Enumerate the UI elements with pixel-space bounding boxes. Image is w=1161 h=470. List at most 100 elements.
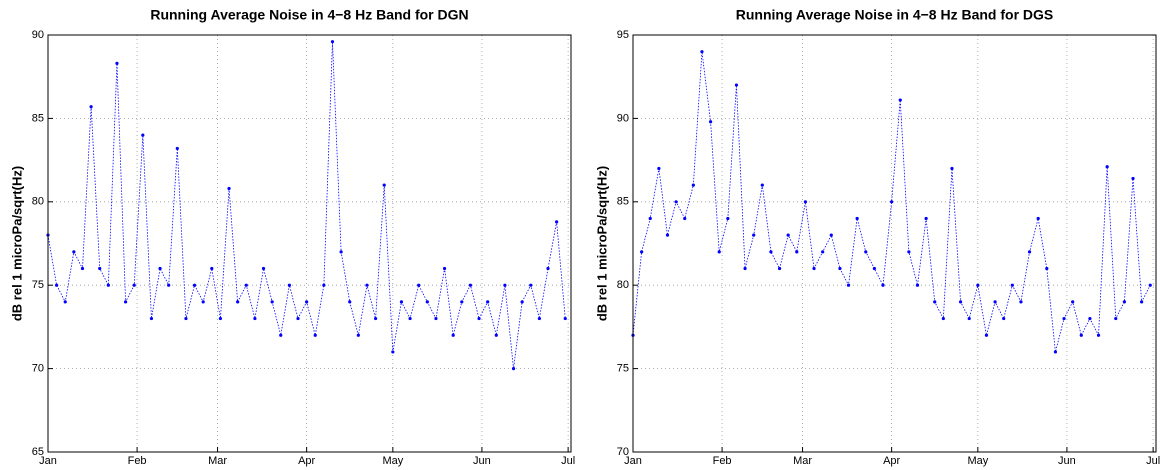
- x-tick-label: Mar: [793, 455, 812, 467]
- data-point: [984, 333, 989, 337]
- data-point: [330, 40, 335, 44]
- data-point: [1045, 266, 1049, 271]
- x-tick-label: Apr: [298, 455, 315, 467]
- data-point: [829, 233, 833, 237]
- data-point: [812, 266, 816, 271]
- y-tick-label: 70: [617, 446, 629, 458]
- data-point: [365, 283, 369, 287]
- data-point: [665, 233, 670, 237]
- data-point: [1096, 333, 1101, 337]
- data-point: [760, 183, 764, 187]
- data-point: [976, 283, 980, 287]
- data-point: [348, 300, 352, 304]
- data-point: [743, 266, 747, 271]
- data-point: [417, 283, 421, 287]
- x-tick-label: Jul: [561, 455, 575, 467]
- x-tick-label: Mar: [208, 455, 227, 467]
- data-point: [236, 300, 240, 304]
- data-point: [279, 333, 283, 337]
- y-axis-label: dB rel 1 microPa/sqrt(Hz): [9, 166, 24, 321]
- data-point: [708, 120, 713, 124]
- data-point: [717, 250, 721, 254]
- data-point: [434, 316, 438, 321]
- data-point: [1010, 283, 1014, 287]
- data-point: [175, 146, 179, 151]
- data-point: [1019, 300, 1023, 304]
- data-point: [821, 250, 825, 254]
- data-point: [305, 300, 309, 304]
- data-point: [657, 166, 661, 171]
- data-point: [726, 216, 730, 221]
- x-tick-label: Apr: [883, 455, 900, 467]
- data-point: [1105, 165, 1109, 169]
- data-point: [115, 61, 119, 65]
- data-point: [640, 250, 644, 254]
- data-point: [80, 266, 85, 271]
- data-point: [244, 283, 248, 287]
- data-point: [63, 300, 67, 304]
- data-point: [1062, 316, 1066, 321]
- data-point: [460, 300, 464, 304]
- data-point: [1079, 333, 1083, 337]
- y-tick-label: 90: [32, 29, 44, 41]
- data-point: [915, 283, 920, 287]
- data-point: [864, 250, 868, 254]
- data-point: [734, 83, 739, 87]
- data-point: [511, 367, 516, 371]
- data-point: [846, 283, 851, 287]
- data-point: [674, 200, 678, 204]
- data-point: [201, 300, 205, 304]
- y-tick-label: 80: [617, 279, 629, 291]
- data-point: [425, 300, 429, 304]
- data-point: [924, 216, 928, 221]
- data-point: [777, 266, 782, 271]
- data-point: [287, 283, 291, 287]
- data-point: [106, 283, 110, 287]
- y-tick-label: 85: [32, 112, 44, 124]
- x-tick-label: Jun: [473, 455, 491, 467]
- data-point: [683, 216, 687, 221]
- y-tick-label: 80: [32, 196, 44, 208]
- plot-frame: [632, 34, 1157, 453]
- x-tick-label: Jul: [1146, 455, 1160, 467]
- data-point: [270, 300, 274, 304]
- data-point: [537, 316, 541, 321]
- data-point: [399, 300, 404, 304]
- x-tick-label: Jun: [1058, 455, 1076, 467]
- data-point: [373, 316, 378, 321]
- data-point: [520, 300, 524, 304]
- data-point: [881, 283, 885, 287]
- data-point: [132, 283, 136, 287]
- data-point: [855, 216, 859, 221]
- data-point: [898, 98, 902, 102]
- data-point: [89, 105, 93, 109]
- x-tick-label: May: [967, 455, 988, 467]
- data-point: [296, 316, 300, 321]
- data-point: [253, 316, 257, 321]
- y-tick-label: 85: [617, 196, 629, 208]
- x-tick-label: Jan: [624, 455, 642, 467]
- data-point: [494, 333, 498, 337]
- data-point: [700, 50, 704, 54]
- data-point: [442, 266, 447, 271]
- data-point: [752, 233, 756, 237]
- data-point: [158, 266, 162, 271]
- data-point: [486, 300, 490, 304]
- x-tick-label: Feb: [128, 455, 147, 467]
- y-tick-label: 95: [617, 29, 629, 41]
- data-point: [803, 200, 808, 204]
- data-point: [1002, 316, 1006, 321]
- data-point: [55, 283, 59, 287]
- data-point: [993, 300, 997, 304]
- data-point: [468, 283, 473, 287]
- y-axis-label: dB rel 1 microPa/sqrt(Hz): [594, 166, 609, 321]
- data-point: [382, 183, 386, 187]
- x-tick-label: Jan: [39, 455, 57, 467]
- data-point: [210, 266, 214, 271]
- y-tick-label: 75: [617, 363, 629, 375]
- data-point: [1148, 283, 1152, 287]
- chart-title: Running Average Noise in 4−8 Hz Band for…: [150, 7, 468, 23]
- data-point: [933, 300, 937, 304]
- data-point: [529, 283, 533, 287]
